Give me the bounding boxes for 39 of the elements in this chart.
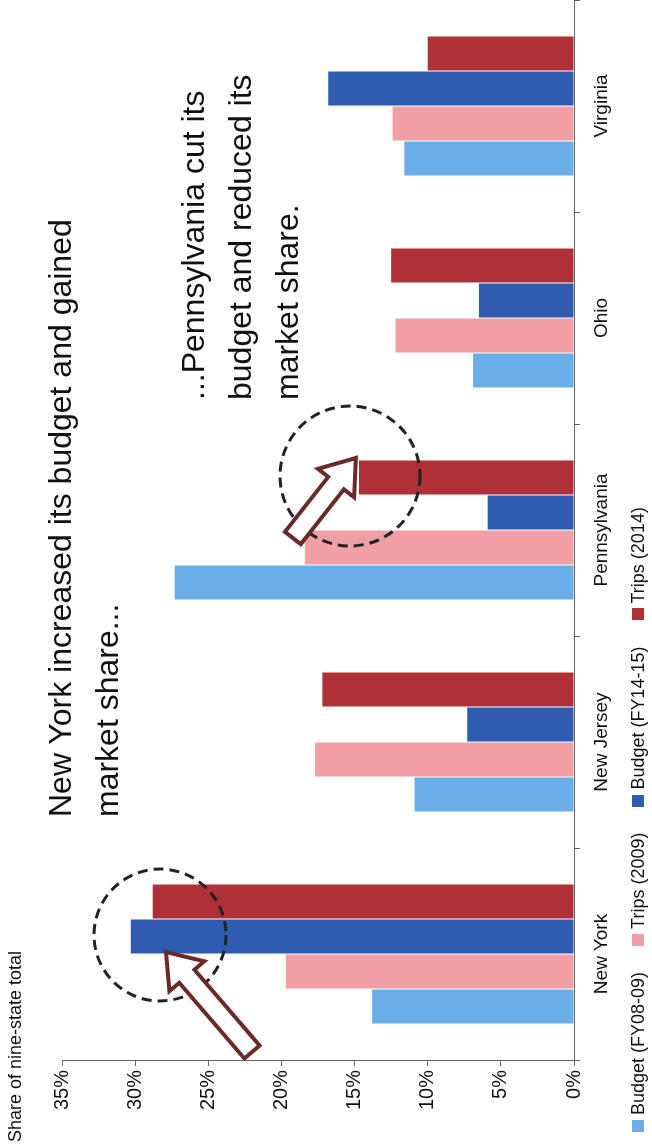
- annotation: New York increased its budget and gained market share...: [41, 219, 125, 817]
- text: Share of nine-state total: [4, 950, 25, 1142]
- text: Budget (FY08-09): [627, 971, 649, 1115]
- text: Trips (2014): [627, 507, 649, 604]
- bar: [467, 707, 574, 742]
- x-tick-label: 25%: [195, 1069, 218, 1111]
- text: Budget (FY14-15): [627, 646, 649, 790]
- bar: [487, 495, 574, 530]
- y-tick-label: New Jersey: [590, 691, 612, 792]
- y-tick-label: New York: [590, 913, 612, 995]
- y-tick-label: Ohio: [590, 297, 612, 339]
- x-tick-label: 10%: [415, 1069, 438, 1111]
- bar: [404, 141, 574, 176]
- bar: [130, 919, 574, 954]
- bar: [473, 353, 574, 388]
- y-tick-label: Virginia: [590, 74, 612, 138]
- x-tick-label: 15%: [342, 1069, 365, 1111]
- bar: [285, 954, 574, 989]
- bar: [372, 989, 574, 1024]
- bar: [427, 36, 574, 71]
- x-tick-label: 20%: [268, 1069, 291, 1111]
- bar: [478, 283, 574, 318]
- bar: [391, 248, 574, 283]
- bar: [304, 530, 574, 565]
- annotation: ...Pennsylvania cut its budget and reduced its market share.: [174, 74, 305, 400]
- x-tick-label: 0%: [561, 1069, 584, 1099]
- y-tick-label: Pennsylvania: [590, 473, 612, 587]
- bar: [328, 71, 574, 106]
- bar: [395, 318, 574, 353]
- bar: [315, 742, 574, 777]
- bar: [322, 672, 574, 707]
- bar: [174, 565, 574, 600]
- bar: [414, 777, 574, 812]
- x-tick-label: 35%: [49, 1069, 72, 1111]
- text: Trips (2009): [627, 832, 649, 929]
- bar: [392, 106, 574, 141]
- x-tick-label: 30%: [122, 1069, 145, 1111]
- x-tick-label: 5%: [488, 1069, 511, 1099]
- bar: [152, 884, 574, 919]
